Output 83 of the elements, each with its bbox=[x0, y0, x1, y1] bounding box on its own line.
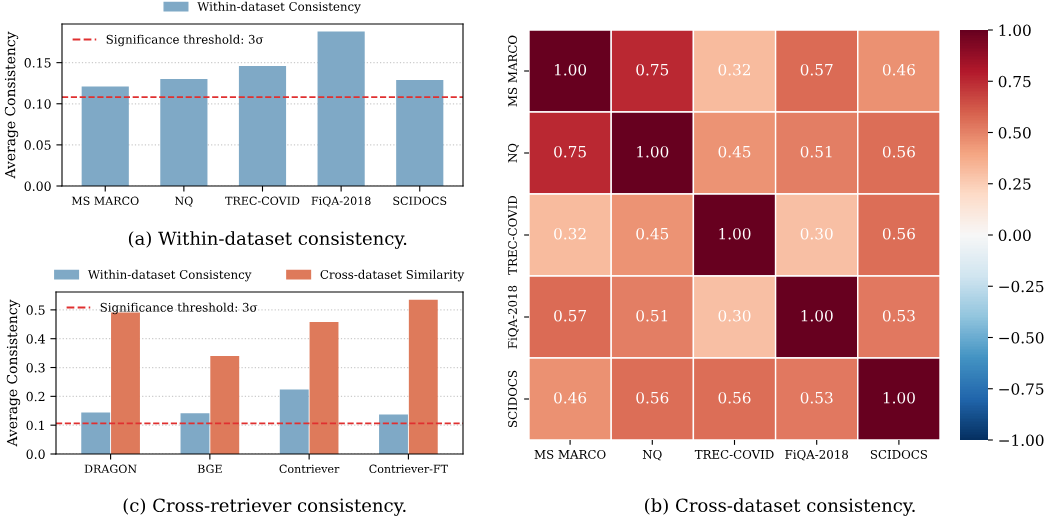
data-label: 0.56 bbox=[882, 145, 915, 158]
data-label: 0.56 bbox=[718, 391, 751, 404]
data-label: 0.30 bbox=[800, 227, 833, 240]
data-label: 1.00 bbox=[554, 63, 587, 76]
data-label: 0.75 bbox=[554, 145, 586, 158]
data-label: 0.53 bbox=[800, 391, 833, 404]
y-tick-label: 0.0 bbox=[26, 449, 45, 459]
x-tick-label: MS MARCO bbox=[534, 449, 606, 459]
y-axis-title: Average Consistency bbox=[4, 31, 19, 179]
annotation: Significance threshold: 3σ bbox=[100, 302, 258, 315]
y-tick-label: 0.1 bbox=[26, 420, 44, 431]
data-label: 0.57 bbox=[554, 309, 586, 322]
bar bbox=[160, 79, 208, 186]
bar bbox=[180, 413, 210, 454]
data-label: 0.32 bbox=[718, 63, 751, 76]
x-tick-label: Contriever-FT bbox=[369, 464, 448, 474]
bar bbox=[396, 79, 444, 186]
legend-label: Within-dataset Consistency bbox=[197, 1, 361, 14]
color-bar-label: 0.25 bbox=[998, 178, 1031, 190]
data-label: 1.00 bbox=[883, 391, 915, 404]
y-tick-label: NQ bbox=[508, 143, 519, 163]
color-bar-label: 0.75 bbox=[998, 75, 1031, 88]
legend-label: Within-dataset Consistency bbox=[87, 269, 252, 282]
x-tick-label: BGE bbox=[197, 464, 222, 474]
data-label: 1.00 bbox=[637, 145, 669, 158]
y-tick-label: 0.3 bbox=[26, 362, 45, 373]
x-tick-label: NQ bbox=[175, 196, 193, 207]
data-label: 1.00 bbox=[801, 309, 833, 322]
x-tick-label: SCIDOCS bbox=[870, 449, 928, 459]
bar bbox=[317, 31, 365, 186]
data-label: 0.57 bbox=[800, 63, 833, 76]
data-label: 0.32 bbox=[554, 227, 586, 240]
color-bar-label: 0.50 bbox=[998, 126, 1031, 139]
data-label: 0.30 bbox=[718, 309, 751, 322]
data-label: 0.56 bbox=[882, 227, 915, 240]
color-bar-label: 1.00 bbox=[999, 24, 1031, 37]
y-tick-label: 0.00 bbox=[24, 181, 51, 191]
bar bbox=[210, 355, 240, 454]
data-label: 0.56 bbox=[636, 391, 669, 404]
x-tick-label: Contriever bbox=[279, 464, 340, 474]
bar bbox=[408, 299, 438, 454]
annotation: Significance threshold: 3σ bbox=[106, 34, 264, 47]
data-label: 0.45 bbox=[636, 227, 669, 240]
bar bbox=[81, 86, 129, 186]
x-tick-label: TREC-COVID bbox=[694, 449, 774, 459]
data-label: 0.75 bbox=[636, 63, 669, 76]
x-tick-label: NQ bbox=[642, 449, 662, 461]
text: (b) Cross-dataset consistency. bbox=[645, 498, 915, 516]
data-label: 1.00 bbox=[719, 227, 751, 240]
y-axis-title: Average Consistency bbox=[6, 299, 21, 447]
y-tick-label: FiQA-2018 bbox=[508, 285, 519, 349]
y-tick-label: 0.5 bbox=[26, 305, 45, 315]
text: (c) Cross-retriever consistency. bbox=[123, 498, 406, 516]
x-tick-label: DRAGON bbox=[84, 464, 137, 474]
x-tick-label: FiQA-2018 bbox=[785, 449, 849, 461]
color-bar-label: −1.00 bbox=[999, 434, 1044, 447]
bar bbox=[238, 65, 287, 186]
bar bbox=[379, 414, 408, 454]
x-tick-label: SCIDOCS bbox=[393, 196, 447, 206]
y-tick-label: 0.05 bbox=[24, 140, 51, 150]
y-tick-label: 0.15 bbox=[24, 58, 51, 68]
bar bbox=[81, 412, 111, 454]
data-label: 0.53 bbox=[882, 309, 915, 322]
x-tick-label: TREC-COVID bbox=[225, 196, 300, 206]
x-tick-label: FiQA-2018 bbox=[311, 196, 371, 207]
bar bbox=[279, 389, 309, 454]
text: (a) Within-dataset consistency. bbox=[128, 231, 407, 249]
x-tick-label: MS MARCO bbox=[71, 196, 139, 206]
legend-label: Cross-dataset Similarity bbox=[320, 269, 465, 282]
color-bar-label: −0.50 bbox=[999, 331, 1044, 344]
data-label: 0.45 bbox=[718, 145, 751, 158]
y-tick-label: 0.2 bbox=[26, 391, 45, 402]
color-bar-label: −0.25 bbox=[999, 280, 1044, 293]
data-label: 0.46 bbox=[882, 63, 915, 76]
data-label: 0.51 bbox=[800, 145, 832, 158]
data-label: 0.46 bbox=[554, 391, 587, 404]
color-bar-label: −0.75 bbox=[999, 383, 1044, 395]
y-tick-label: 0.10 bbox=[24, 99, 51, 109]
bar bbox=[309, 321, 339, 454]
data-label: 0.51 bbox=[636, 309, 668, 322]
y-tick-label: 0.4 bbox=[26, 334, 45, 344]
color-bar-label: 0.00 bbox=[998, 229, 1031, 242]
y-tick-label: MS MARCO bbox=[508, 35, 517, 107]
